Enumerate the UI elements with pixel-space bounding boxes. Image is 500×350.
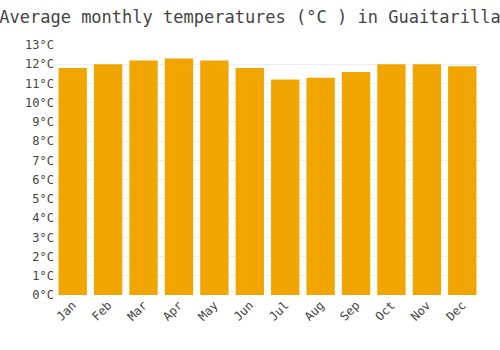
svg-text:Dec: Dec [443,298,468,323]
svg-text:9°C: 9°C [32,115,54,129]
svg-text:Apr: Apr [160,298,185,323]
svg-text:Sep: Sep [337,298,362,323]
svg-text:2°C: 2°C [32,250,54,264]
svg-text:7°C: 7°C [32,154,54,168]
svg-text:1°C: 1°C [32,269,54,283]
svg-text:Jun: Jun [231,298,256,323]
svg-text:4°C: 4°C [32,211,54,225]
svg-text:6°C: 6°C [32,173,54,187]
svg-text:Oct: Oct [373,298,398,323]
svg-text:0°C: 0°C [32,288,54,302]
svg-text:Nov: Nov [408,298,433,323]
svg-text:12°C: 12°C [25,57,54,71]
svg-text:13°C: 13°C [25,38,54,52]
svg-text:Mar: Mar [125,298,150,323]
svg-text:Aug: Aug [302,298,327,323]
svg-text:3°C: 3°C [32,231,54,245]
svg-text:Jan: Jan [54,298,79,323]
svg-text:10°C: 10°C [25,96,54,110]
svg-text:Average monthly temperatures (: Average monthly temperatures (°C ) in Gu… [0,7,500,27]
svg-text:5°C: 5°C [32,192,54,206]
svg-text:Jul: Jul [266,298,291,323]
svg-text:Feb: Feb [89,298,114,323]
svg-text:May: May [196,298,221,323]
svg-text:8°C: 8°C [32,134,54,148]
svg-text:11°C: 11°C [25,77,54,91]
